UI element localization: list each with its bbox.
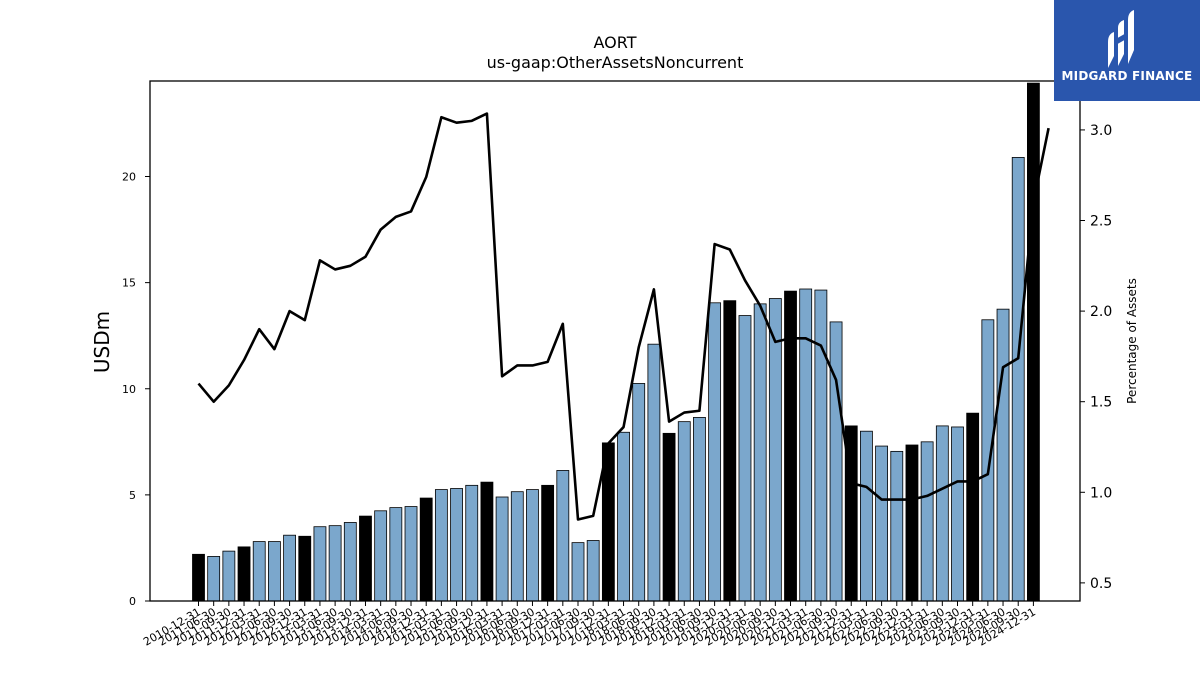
- quarter-bar: [951, 426, 964, 602]
- quarter-bar: [875, 445, 888, 602]
- annual-bar: [966, 412, 980, 602]
- quarter-bar: [526, 489, 539, 602]
- y2-tick-label: 3.0: [1090, 123, 1112, 139]
- quarter-bar: [313, 526, 327, 602]
- chart-subtitle: us-gaap:OtherAssetsNoncurrent: [487, 53, 744, 72]
- quarter-bar: [450, 488, 463, 602]
- annual-bar: [419, 497, 433, 602]
- quarter-bar: [677, 421, 691, 602]
- annual-bar: [1027, 82, 1040, 602]
- quarter-bar: [996, 308, 1010, 602]
- midgard-logo-icon: [1108, 10, 1134, 68]
- quarter-bar: [693, 417, 706, 602]
- quarter-bar: [814, 289, 828, 602]
- quarter-bar: [389, 507, 403, 602]
- quarter-bar: [935, 425, 949, 602]
- quarter-bar: [632, 383, 646, 602]
- brand-logo: MIDGARD FINANCE: [1054, 0, 1200, 101]
- y-tick-label: 15: [122, 277, 136, 290]
- quarter-bar: [647, 343, 661, 602]
- quarter-bar: [252, 541, 266, 602]
- annual-bar: [298, 535, 312, 602]
- brand-name: MIDGARD FINANCE: [1061, 69, 1193, 83]
- quarter-bar: [434, 489, 448, 602]
- quarter-bar: [343, 522, 357, 602]
- quarter-bar: [1011, 157, 1025, 602]
- annual-bar: [359, 515, 372, 602]
- quarter-bar: [495, 496, 509, 602]
- pct-line: [197, 112, 1050, 521]
- plot-frame: [149, 80, 1081, 602]
- y2-tick-label: 1.5: [1090, 395, 1112, 411]
- quarter-bar: [708, 302, 722, 602]
- quarter-bar: [920, 441, 934, 602]
- bar-series: [192, 82, 1040, 602]
- quarter-bar: [738, 315, 752, 602]
- quarter-bar: [283, 534, 296, 602]
- quarter-bar: [860, 430, 873, 602]
- y-tick-label: 5: [129, 489, 136, 502]
- y2-axis-ticks: 0.5 1.0 1.5 2.0 2.5 3.0: [1080, 123, 1112, 592]
- quarter-bar: [510, 491, 524, 602]
- quarter-bar: [586, 540, 600, 602]
- annual-bar: [723, 300, 737, 602]
- y2-tick-label: 2.5: [1090, 214, 1112, 230]
- annual-bar: [541, 484, 555, 602]
- quarter-bar: [617, 431, 630, 602]
- chart-title: AORT: [594, 33, 637, 52]
- quarter-bar: [556, 470, 570, 602]
- quarter-bar: [222, 550, 236, 602]
- annual-bar: [480, 481, 494, 602]
- quarter-bar: [799, 288, 813, 602]
- annual-bar: [192, 553, 205, 602]
- y-tick-label: 20: [122, 171, 136, 184]
- quarter-bar: [753, 303, 767, 602]
- annual-bar: [905, 444, 919, 602]
- pct-line-series: [197, 112, 1050, 521]
- y-axis-label: USDm: [90, 311, 114, 373]
- y2-tick-label: 1.0: [1090, 485, 1112, 501]
- y-tick-label: 10: [122, 383, 136, 396]
- x-axis-ticks: 2010-12-312011-06-302011-09-302011-12-31…: [141, 601, 1038, 649]
- quarter-bar: [890, 450, 904, 602]
- quarter-bar: [571, 542, 585, 602]
- quarter-bar: [328, 525, 342, 602]
- y2-axis-label: Percentage of Assets: [1125, 278, 1139, 404]
- y-tick-label: 0: [129, 595, 136, 608]
- y2-tick-label: 2.0: [1090, 304, 1112, 320]
- annual-bar: [662, 432, 676, 602]
- quarter-bar: [374, 510, 388, 602]
- quarter-bar: [267, 541, 281, 602]
- quarter-bar: [981, 319, 995, 602]
- y-axis-ticks: 0 5 10 15 20: [122, 171, 150, 608]
- quarter-bar: [465, 484, 479, 602]
- quarter-bar: [404, 506, 418, 602]
- quarter-bar: [768, 298, 782, 602]
- annual-bar: [237, 546, 251, 602]
- y2-tick-label: 0.5: [1090, 576, 1112, 592]
- quarter-bar: [207, 556, 221, 602]
- quarter-bar: [829, 321, 843, 602]
